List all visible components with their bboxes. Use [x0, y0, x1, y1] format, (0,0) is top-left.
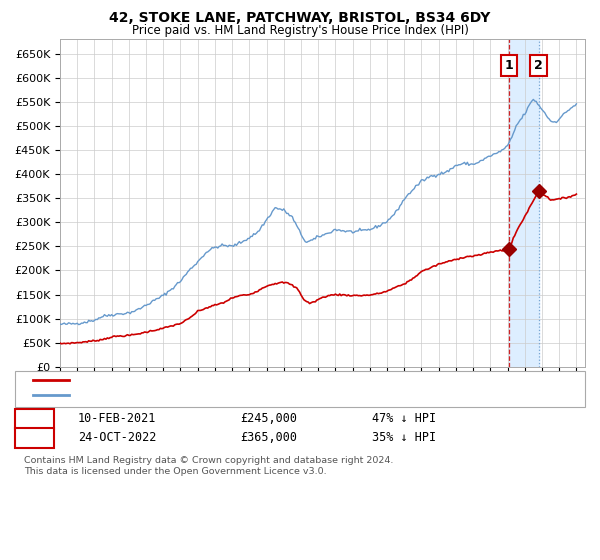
Text: £365,000: £365,000 — [240, 431, 297, 445]
Text: 1: 1 — [30, 412, 39, 426]
Text: 2: 2 — [30, 431, 39, 445]
Text: 10-FEB-2021: 10-FEB-2021 — [78, 412, 157, 426]
Text: 2: 2 — [534, 59, 543, 72]
Bar — [509, 39, 539, 367]
Text: 35% ↓ HPI: 35% ↓ HPI — [372, 431, 436, 445]
Text: 1: 1 — [505, 59, 514, 72]
Text: Contains HM Land Registry data © Crown copyright and database right 2024.
This d: Contains HM Land Registry data © Crown c… — [24, 456, 394, 476]
Text: 42, STOKE LANE, PATCHWAY, BRISTOL, BS34 6DY (detached house): 42, STOKE LANE, PATCHWAY, BRISTOL, BS34 … — [75, 375, 442, 385]
Text: 47% ↓ HPI: 47% ↓ HPI — [372, 412, 436, 426]
Text: 24-OCT-2022: 24-OCT-2022 — [78, 431, 157, 445]
Text: HPI: Average price, detached house, South Gloucestershire: HPI: Average price, detached house, Sout… — [75, 390, 398, 400]
Text: £245,000: £245,000 — [240, 412, 297, 426]
Text: Price paid vs. HM Land Registry's House Price Index (HPI): Price paid vs. HM Land Registry's House … — [131, 24, 469, 36]
Text: 42, STOKE LANE, PATCHWAY, BRISTOL, BS34 6DY: 42, STOKE LANE, PATCHWAY, BRISTOL, BS34 … — [109, 11, 491, 25]
